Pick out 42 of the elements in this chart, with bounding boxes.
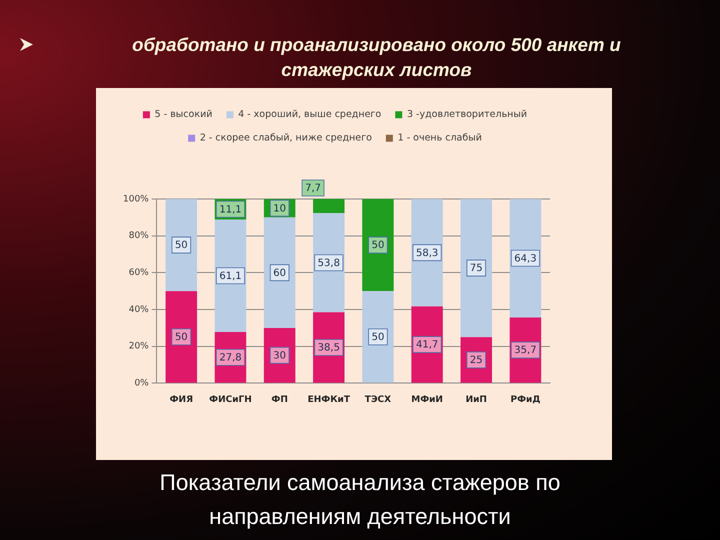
- data-label: 35,7: [514, 345, 537, 356]
- data-label: 50: [372, 240, 384, 252]
- data-label: 60: [273, 268, 286, 279]
- data-label: 64,3: [514, 253, 537, 264]
- x-tick-label: МФиИ: [411, 394, 443, 405]
- data-label: 41,7: [416, 340, 438, 351]
- legend-label: 3 -удовлетворительный: [406, 109, 528, 120]
- x-tick-label: ФИСиГН: [209, 394, 252, 405]
- x-tick-label: ЕНФКиТ: [308, 394, 351, 405]
- legend-label: 5 - высокий: [154, 109, 212, 120]
- data-label: 38,5: [318, 342, 340, 354]
- data-label: 30: [273, 350, 286, 362]
- data-label: 50: [174, 332, 188, 343]
- data-label: 50: [372, 332, 384, 343]
- y-tick-label: 0%: [134, 378, 150, 389]
- data-label: 61,1: [219, 270, 242, 282]
- data-label: 27,8: [219, 352, 242, 364]
- y-tick-label: 80%: [128, 231, 150, 242]
- x-tick-label: ИиП: [466, 394, 487, 405]
- text: Показатели самоанализа стажеров по направлениям деятельности: [158, 469, 562, 531]
- y-tick-label: 100%: [122, 194, 150, 204]
- data-label: 58,3: [416, 248, 438, 259]
- x-tick-label: ФП: [271, 394, 288, 405]
- chart-title: обработано и проанализировано около 500 анкет и стажерских листов: [131, 33, 622, 82]
- bar: [460, 199, 492, 338]
- y-tick-label: 60%: [128, 268, 150, 278]
- x-tick-label: ТЭСХ: [364, 394, 392, 405]
- data-label: 50: [174, 240, 188, 252]
- data-label: 7,7: [305, 183, 322, 194]
- data-label: 53,8: [318, 258, 340, 269]
- legend-label: 4 - хороший, выше среднего: [238, 109, 382, 120]
- x-tick-label: РФиД: [510, 394, 540, 405]
- legend-label: 1 - очень слабый: [398, 132, 482, 144]
- legend-label: 2 - скорее слабый, ниже среднего: [200, 132, 372, 144]
- x-tick-label: ФИЯ: [170, 394, 194, 405]
- y-tick-label: 20%: [128, 342, 150, 352]
- data-label: 25: [470, 355, 483, 366]
- data-label: 11,1: [219, 204, 242, 216]
- bar: [313, 199, 345, 214]
- data-label: 75: [470, 263, 483, 274]
- y-tick-label: 40%: [128, 304, 150, 315]
- data-label: 10: [273, 203, 286, 214]
